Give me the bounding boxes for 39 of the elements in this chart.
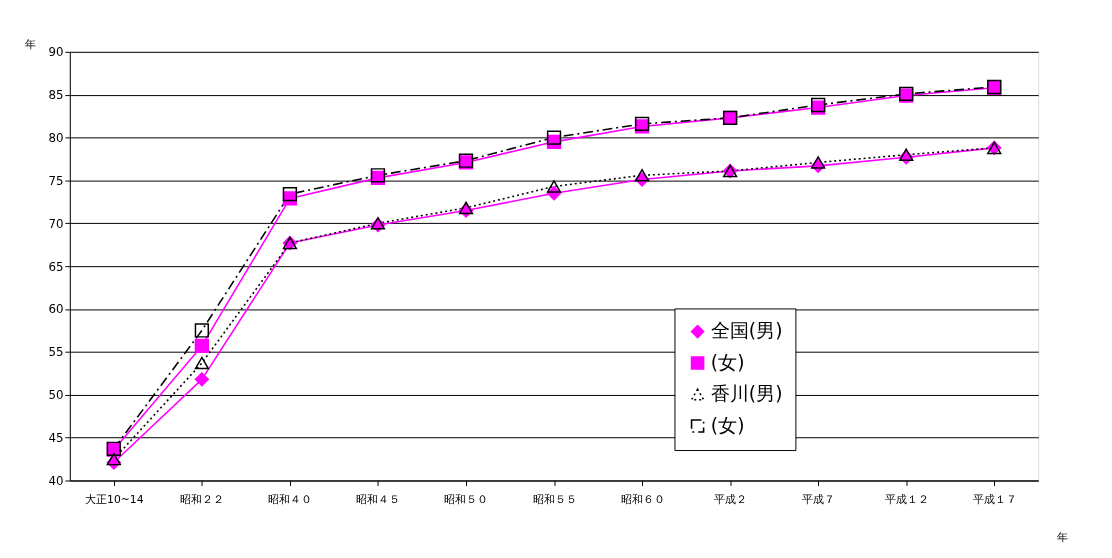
y-tick-label: 65 (48, 259, 64, 274)
y-tick-label: 55 (48, 345, 64, 360)
point (811, 156, 826, 169)
y-tick-label: 85 (48, 88, 64, 103)
point (546, 130, 562, 145)
point (106, 452, 121, 466)
point (634, 169, 650, 182)
point (194, 338, 210, 354)
point (899, 148, 914, 161)
x-tick-label: 大正10~14 (85, 492, 144, 506)
point (194, 323, 210, 338)
x-tick-label: 昭和６０ (620, 492, 665, 506)
y-axis-title: 年 (25, 38, 37, 52)
legend-label: 全国(男) (710, 320, 783, 342)
x-tick-label: 平成２ (714, 492, 748, 506)
legend-label: (女) (710, 414, 745, 436)
y-tick-label: 75 (48, 173, 64, 188)
legend-label: 香川(男) (710, 383, 783, 405)
point (282, 187, 298, 202)
x-tick-label: 平成１２ (884, 492, 929, 506)
point (194, 356, 210, 370)
y-tick-label: 40 (48, 473, 64, 488)
x-axis-title: 年 (1057, 530, 1069, 544)
x-tick-label: 平成１７ (972, 492, 1017, 506)
y-tick-label: 45 (48, 431, 64, 446)
x-tick-label: 平成７ (802, 492, 836, 506)
y-tick-label: 90 (48, 45, 64, 60)
y-tick-label: 80 (48, 130, 64, 145)
legend-label: (女) (710, 351, 745, 373)
point (194, 372, 210, 387)
y-tick-label: 70 (48, 216, 64, 231)
x-tick-label: 昭和４０ (268, 492, 313, 506)
point (546, 180, 562, 193)
x-tick-label: 昭和５０ (444, 492, 489, 506)
x-tick-label: 昭和２２ (180, 492, 225, 506)
y-tick-label: 50 (48, 388, 64, 403)
x-tick-label: 昭和４５ (356, 492, 401, 506)
x-tick-label: 昭和５５ (532, 492, 577, 506)
y-tick-label: 60 (48, 302, 64, 317)
